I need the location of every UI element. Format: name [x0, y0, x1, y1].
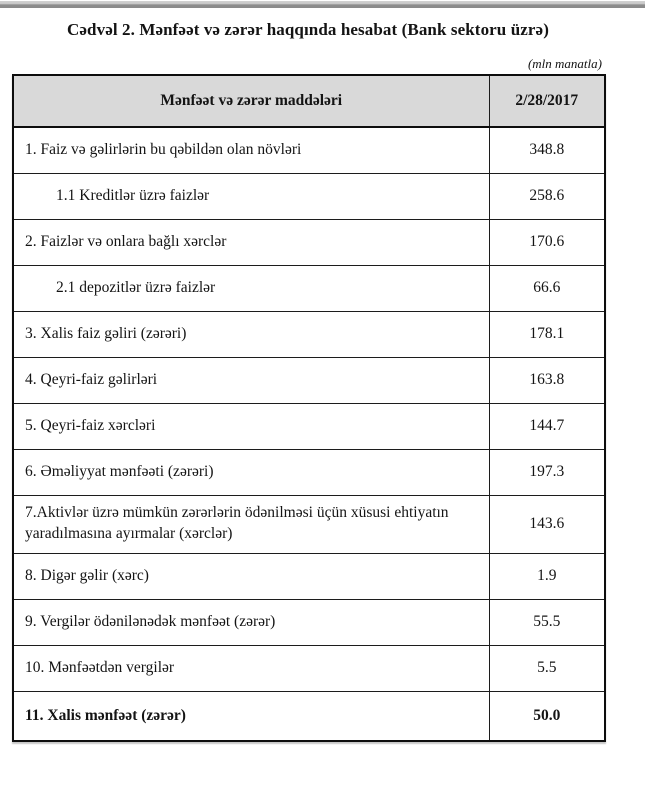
row-value: 197.3: [488, 448, 606, 496]
table-row: 7.Aktivlər üzrə mümkün zərərlərin ödənil…: [12, 494, 606, 554]
row-value: 178.1: [488, 310, 606, 358]
table-row: 1.1 Kreditlər üzrə faizlər 258.6: [12, 172, 606, 220]
column-header-items: Mənfəət və zərər maddələri: [12, 74, 490, 128]
row-label: 3. Xalis faiz gəliri (zərəri): [12, 310, 490, 358]
row-value: 163.8: [488, 356, 606, 404]
row-value: 66.6: [488, 264, 606, 312]
row-label: 11. Xalis mənfəət (zərər): [12, 690, 490, 742]
row-label: 1.1 Kreditlər üzrə faizlər: [12, 172, 490, 220]
table-row: 5. Qeyri-faiz xərcləri 144.7: [12, 402, 606, 450]
table-row: 3. Xalis faiz gəliri (zərəri) 178.1: [12, 310, 606, 358]
table-row: 11. Xalis mənfəət (zərər) 50.0: [12, 690, 606, 742]
table-row: 8. Digər gəlir (xərc) 1.9: [12, 552, 606, 600]
table-row: 1. Faiz və gəlirlərin bu qəbildən olan n…: [12, 126, 606, 174]
row-value: 55.5: [488, 598, 606, 646]
row-label: 7.Aktivlər üzrə mümkün zərərlərin ödənil…: [12, 494, 490, 554]
table-row: 2. Faizlər və onlara bağlı xərclər 170.6: [12, 218, 606, 266]
row-value: 50.0: [488, 690, 606, 742]
table-row: 6. Əməliyyat mənfəəti (zərəri) 197.3: [12, 448, 606, 496]
row-label: 1. Faiz və gəlirlərin bu qəbildən olan n…: [12, 126, 490, 174]
row-value: 348.8: [488, 126, 606, 174]
table-body: 1. Faiz və gəlirlərin bu qəbildən olan n…: [12, 126, 606, 742]
top-divider-bar: [0, 1, 645, 8]
row-value: 143.6: [488, 494, 606, 554]
table-header-row: Mənfəət və zərər maddələri 2/28/2017: [12, 74, 606, 128]
unit-note: (mln manatla): [527, 56, 602, 71]
row-label: 2. Faizlər və onlara bağlı xərclər: [12, 218, 490, 266]
row-label: 8. Digər gəlir (xərc): [12, 552, 490, 600]
row-value: 144.7: [488, 402, 606, 450]
document-page: Cədvəl 2. Mənfəət və zərər haqqında hesa…: [12, 8, 606, 742]
profit-loss-table: Mənfəət və zərər maddələri 2/28/2017 1. …: [12, 74, 606, 742]
row-value: 5.5: [488, 644, 606, 692]
table-row: 9. Vergilər ödənilənədək mənfəət (zərər)…: [12, 598, 606, 646]
row-label: 9. Vergilər ödənilənədək mənfəət (zərər): [12, 598, 490, 646]
column-header-date: 2/28/2017: [488, 74, 606, 128]
row-label: 5. Qeyri-faiz xərcləri: [12, 402, 490, 450]
row-label: 2.1 depozitlər üzrə faizlər: [12, 264, 490, 312]
table-row: 4. Qeyri-faiz gəlirləri 163.8: [12, 356, 606, 404]
row-value: 258.6: [488, 172, 606, 220]
row-label: 10. Mənfəətdən vergilər: [12, 644, 490, 692]
row-value: 170.6: [488, 218, 606, 266]
table-row: 10. Mənfəətdən vergilər 5.5: [12, 644, 606, 692]
table-row: 2.1 depozitlər üzrə faizlər 66.6: [12, 264, 606, 312]
row-value: 1.9: [488, 552, 606, 600]
page-title: Cədvəl 2. Mənfəət və zərər haqqında hesa…: [67, 20, 549, 39]
row-label: 6. Əməliyyat mənfəəti (zərəri): [12, 448, 490, 496]
row-label: 4. Qeyri-faiz gəlirləri: [12, 356, 490, 404]
